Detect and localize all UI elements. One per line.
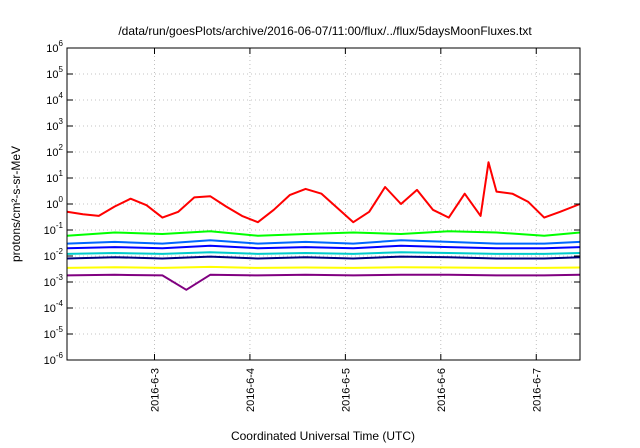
y-tick-label: 10-2 [44,247,64,263]
y-tick-label: 102 [46,143,63,159]
x-tick-label: 2016-6-6 [436,368,448,412]
series-line-6 [66,255,581,260]
series-line-4 [66,244,581,250]
y-tick-label: 103 [46,117,63,133]
y-tick-label: 106 [46,39,63,55]
series-line-5 [66,251,581,255]
series-line-3 [66,239,581,245]
grid [67,48,580,360]
x-tick-label: 2016-6-7 [531,368,543,412]
series-layer [66,161,581,291]
y-tick-label: 10-1 [44,221,64,237]
y-tick-label: 10-4 [44,299,64,315]
y-tick-label: 100 [46,195,63,211]
y-tick-label: 104 [46,91,63,107]
chart-title: /data/run/goesPlots/archive/2016-06-07/1… [118,24,532,38]
x-tick-label: 2016-6-5 [340,368,352,412]
y-tick-label: 10-6 [44,351,64,367]
y-tick-label: 101 [46,169,63,185]
x-tick-label: 2016-6-4 [245,368,257,412]
x-tick-label: 2016-6-3 [149,368,161,412]
series-line-2 [66,230,581,237]
x-axis-label: Coordinated Universal Time (UTC) [231,429,415,443]
series-line-8 [66,273,581,291]
y-axis: 10-6 10-5 10-4 10-3 10-2 10-1 100 101 102 103 104 1… [44,39,580,367]
x-axis: 2016-6-3 2016-6-4 2016-6-5 2016-6-6 2016-6-7 [149,48,543,412]
y-tick-label: 105 [46,65,63,81]
y-axis-label: protons/cm²-s-sr-MeV [9,146,23,262]
y-tick-label: 10-3 [44,273,64,289]
series-line-7 [66,265,581,269]
y-tick-label: 10-5 [44,325,64,341]
series-line-1 [66,161,581,224]
